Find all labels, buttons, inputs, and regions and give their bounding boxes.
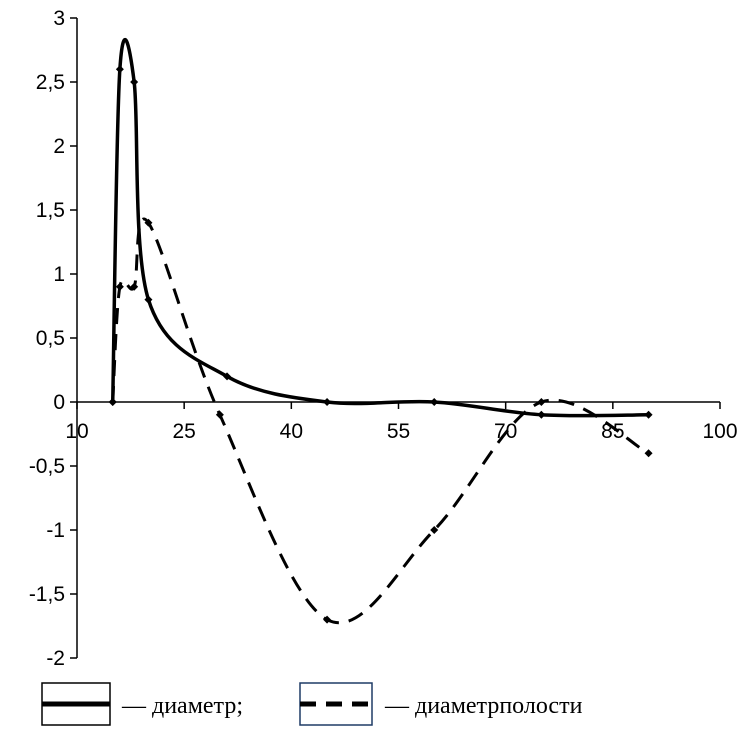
series-line-1 xyxy=(110,38,649,418)
y-tick-label: 0,5 xyxy=(36,327,65,350)
y-tick-label: -0,5 xyxy=(29,455,65,478)
data-point-marker xyxy=(130,282,139,291)
series-layer xyxy=(108,38,653,625)
data-point-marker xyxy=(644,449,653,458)
data-point-marker xyxy=(215,410,224,419)
y-tick-label: 2 xyxy=(53,135,65,158)
y-tick-label: 2,5 xyxy=(36,71,65,94)
x-tick-label: 40 xyxy=(280,420,303,443)
y-tick-label: 3 xyxy=(53,7,65,30)
y-tick-label: -1,5 xyxy=(29,583,65,606)
x-tick-label: 25 xyxy=(172,420,195,443)
legend-label-cavity-diameter: — диаметрполости xyxy=(384,693,583,719)
x-axis-ticks: 10 25 40 55 70 85 100 xyxy=(65,402,738,443)
data-point-marker xyxy=(115,65,124,74)
data-point-marker xyxy=(115,282,124,291)
data-point-marker xyxy=(144,295,153,304)
data-point-marker xyxy=(130,78,139,86)
data-point-marker xyxy=(430,526,439,534)
series-line-2 xyxy=(111,217,650,625)
data-point-marker xyxy=(323,615,332,624)
legend-label-diameter: — диаметр; xyxy=(121,693,243,719)
x-tick-label: 85 xyxy=(601,420,624,443)
data-point-marker xyxy=(644,410,653,419)
y-tick-label: 1 xyxy=(53,263,65,286)
y-tick-label: -1 xyxy=(46,519,65,542)
y-tick-label: -2 xyxy=(46,647,65,670)
x-tick-label: 55 xyxy=(387,420,410,443)
y-tick-label: 1,5 xyxy=(36,199,65,222)
x-tick-label: 100 xyxy=(702,420,737,443)
legend: — диаметр; — диаметрполости xyxy=(41,682,583,726)
y-axis-ticks: 3 2,5 2 1,5 1 0,5 0 -0,5 -1 -1,5 -2 xyxy=(29,7,77,670)
data-point-marker xyxy=(144,218,153,227)
data-point-marker xyxy=(223,372,232,381)
data-point-marker xyxy=(537,410,546,419)
y-tick-label: 0 xyxy=(53,391,65,414)
